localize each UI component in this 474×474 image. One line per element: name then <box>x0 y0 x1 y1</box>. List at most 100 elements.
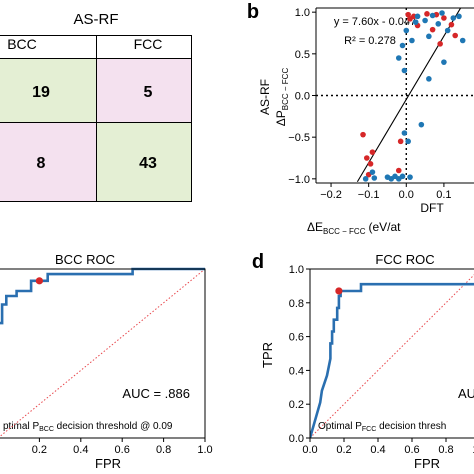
scatter-point-blue <box>401 67 408 74</box>
fcc-roc-x-tick-label: 0.8 <box>438 444 453 456</box>
scatter-x-label-symbol: ΔE <box>307 220 323 234</box>
fcc-roc-title: FCC ROC <box>375 252 434 267</box>
scatter-x-tick-label: −0.1 <box>358 189 380 201</box>
fcc-roc-x-tick-label: 0.2 <box>336 444 351 456</box>
scatter-point-blue <box>450 15 457 21</box>
bcc-roc-x-tick-label: 0.4 <box>73 444 88 456</box>
scatter-point-red <box>395 167 402 174</box>
confusion-cell-tp <box>0 59 96 122</box>
scatter-y-tick-label: 1.0 <box>295 7 310 19</box>
scatter-point-red <box>363 155 370 161</box>
scatter-point-red <box>424 11 430 17</box>
bcc-roc-x-tick-label: 1.0 <box>197 444 212 456</box>
scatter-y-label-top: AS-RF <box>258 79 272 115</box>
scatter-point-blue <box>401 130 408 136</box>
scatter-point-red <box>397 138 404 145</box>
confusion-col-label-bcc: BCC <box>7 36 37 52</box>
scatter-x-label-top: DFT <box>420 201 444 215</box>
scatter-x-label-unit: (eV/at <box>368 220 401 234</box>
scatter-point-red <box>367 161 374 167</box>
fit-r-squared: R² = 0.278 <box>344 35 396 47</box>
scatter-point-red <box>452 32 458 39</box>
fcc-roc-x-tick-label: 1.0 <box>472 444 474 456</box>
confusion-value-tn: 43 <box>139 155 157 172</box>
bcc-roc-threshold-sub: BCC <box>39 426 54 433</box>
bcc-roc-chance-line <box>0 268 206 438</box>
scatter-point-blue <box>444 27 451 34</box>
scatter-point-blue <box>369 169 376 175</box>
scatter-y-tick-label: −0.5 <box>288 132 310 144</box>
scatter-point-blue <box>405 138 411 145</box>
confusion-matrix: AS-RF BCC FCC 19 5 8 43 <box>0 11 192 202</box>
bcc-roc-threshold: ptimal PBCC decision threshold @ 0.09 <box>3 421 173 433</box>
fcc-roc-threshold-marker <box>335 287 343 295</box>
bcc-roc-plot: BCC ROC FPR AUC = .886 ptimal PBCC decis… <box>0 252 213 471</box>
fcc-roc-threshold-rest: decision thresh <box>376 421 446 432</box>
panel-label-d: d <box>252 251 264 273</box>
fcc-roc-x-tick-label: 0.0 <box>302 444 317 456</box>
scatter-point-blue <box>456 13 462 20</box>
panel-label-b: b <box>247 1 259 23</box>
scatter-x-tick-label: 0.1 <box>436 189 451 201</box>
fit-equation: y = 7.60x - 0.047 <box>334 16 416 28</box>
fcc-roc-y-tick-label: 0.0 <box>289 433 304 445</box>
scatter-y-label-sub: BCC − FCC <box>281 68 290 111</box>
bcc-roc-frame <box>0 268 206 439</box>
bcc-roc-x-tick-label: 0.2 <box>32 444 47 456</box>
scatter-point-red <box>369 149 376 155</box>
fcc-roc-x-label: FPR <box>414 456 440 471</box>
scatter-y-label-main: ΔPBCC − FCC <box>274 68 290 127</box>
bcc-roc-roc-curve <box>0 267 205 325</box>
bcc-roc-threshold-rest: decision threshold @ 0.09 <box>54 421 173 432</box>
confusion-cell-fp <box>0 123 96 201</box>
fcc-roc-threshold-text: Optimal P <box>318 421 362 432</box>
scatter-point-blue <box>459 37 466 44</box>
fcc-roc-y-tick-label: 0.4 <box>289 365 304 377</box>
scatter-point-blue <box>426 33 432 40</box>
scatter-point-blue <box>418 121 425 128</box>
confusion-value-fn: 5 <box>144 84 153 101</box>
scatter-y-label-symbol: ΔP <box>274 110 288 126</box>
fcc-roc-roc-curve <box>310 282 474 439</box>
bcc-roc-x-label: FPR <box>95 456 121 471</box>
confusion-cell-tn <box>97 123 191 201</box>
bcc-roc-threshold-marker <box>35 277 44 285</box>
scatter-y-label: AS-RF ΔPBCC − FCC <box>258 68 290 127</box>
scatter-point-blue <box>399 173 406 180</box>
fcc-roc-threshold: Optimal PFCC decision thresh <box>318 421 446 433</box>
fcc-roc-x-tick-label: 0.6 <box>404 444 419 456</box>
fcc-roc-auc: AU <box>458 386 474 401</box>
scatter-point-blue <box>429 12 436 19</box>
scatter-x-tick-label: −0.2 <box>320 189 342 201</box>
confusion-cell-fn <box>97 59 191 122</box>
fcc-roc-threshold-sub: FCC <box>362 426 376 433</box>
confusion-value-tp: 19 <box>32 84 50 101</box>
bcc-roc-title: BCC ROC <box>55 252 115 267</box>
scatter-point-red <box>441 15 447 21</box>
scatter-point-blue <box>422 17 428 24</box>
scatter-point-blue <box>407 174 413 180</box>
scatter-point-blue <box>441 59 447 65</box>
bcc-roc-x-tick-label: 0.8 <box>156 444 171 456</box>
scatter-point-blue <box>435 21 442 27</box>
scatter-point-blue <box>414 13 421 20</box>
scatter-point-red <box>429 26 436 33</box>
scatter-point-blue <box>403 27 410 34</box>
fcc-roc-plot: FCC ROC FPR TPR AU Optimal PFCC decision… <box>260 252 474 471</box>
scatter-y-tick-label: 0.0 <box>295 91 310 103</box>
scatter-point-red <box>437 41 443 47</box>
scatter-x-label-main: ΔEBCC − FCC (eV/at <box>307 220 401 236</box>
fcc-roc-chance-line <box>310 274 474 439</box>
scatter-point-blue <box>371 175 378 181</box>
fcc-roc-frame <box>309 268 474 439</box>
scatter-point-blue <box>412 19 419 25</box>
fcc-roc-y-label: TPR <box>260 342 275 368</box>
scatter-point-blue <box>395 55 402 61</box>
scatter-point-blue <box>426 76 432 82</box>
scatter-point-blue <box>439 10 445 16</box>
bcc-roc-x-tick-label: 0.6 <box>115 444 130 456</box>
scatter-point-red <box>405 11 411 18</box>
fcc-roc-y-tick-label: 0.8 <box>289 298 304 310</box>
scatter-point-red <box>448 21 455 28</box>
